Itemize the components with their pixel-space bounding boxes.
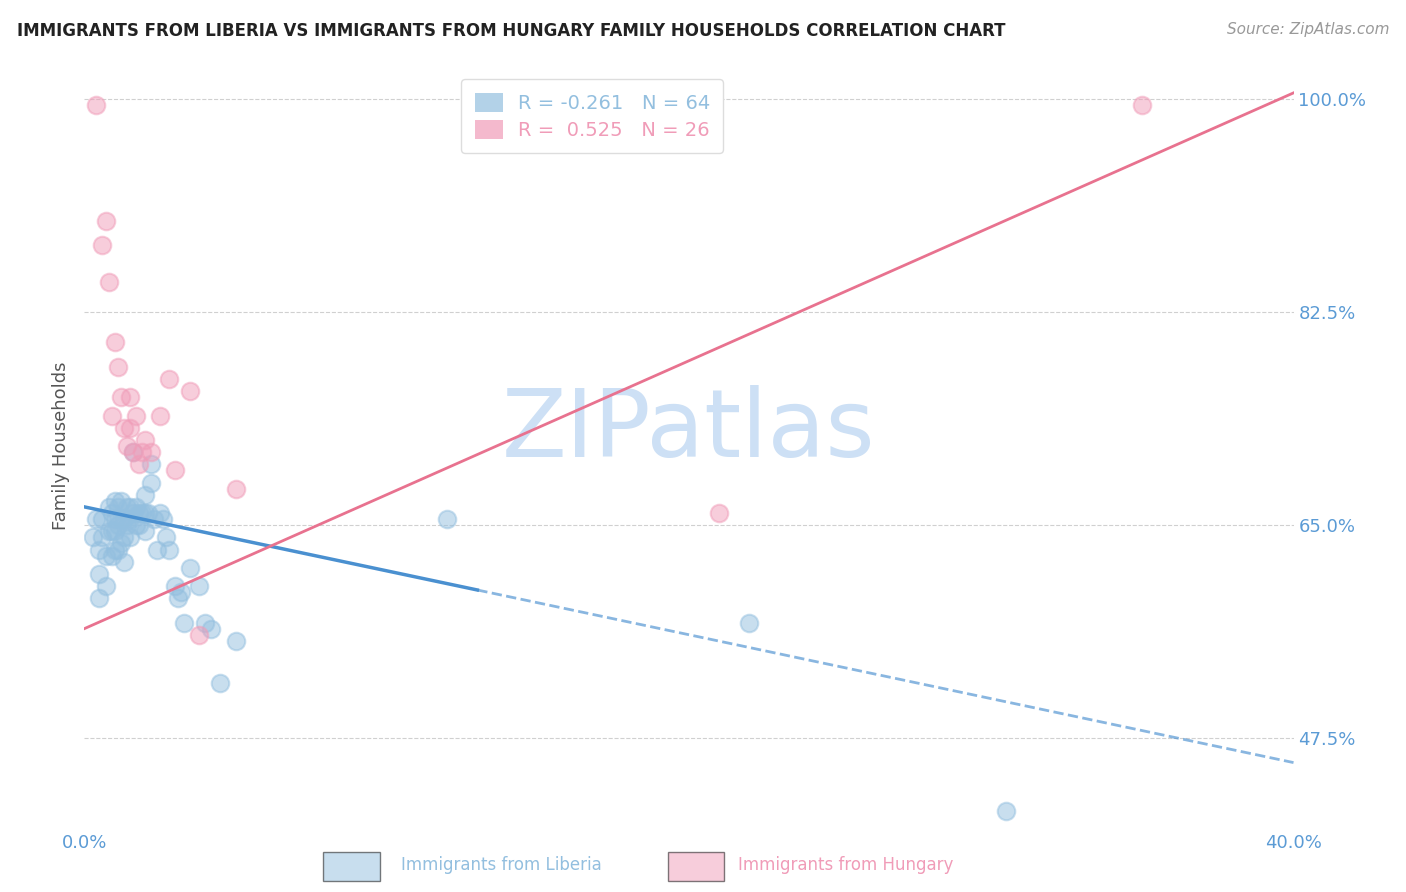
Point — [91, 530, 114, 544]
Point — [100, 506, 122, 520]
Point — [134, 488, 156, 502]
Point — [112, 421, 135, 435]
Point — [131, 445, 153, 459]
Point — [738, 615, 761, 630]
Point — [91, 238, 114, 252]
Point — [155, 530, 177, 544]
Point — [709, 506, 731, 520]
Point — [104, 542, 127, 557]
Point — [115, 500, 138, 514]
Point — [97, 524, 120, 539]
Point — [112, 512, 135, 526]
Text: ZIPatlas: ZIPatlas — [502, 384, 876, 476]
Text: Source: ZipAtlas.com: Source: ZipAtlas.com — [1226, 22, 1389, 37]
Point — [179, 384, 201, 399]
Point — [136, 506, 159, 520]
Point — [110, 390, 132, 404]
Point — [146, 542, 169, 557]
Point — [91, 512, 114, 526]
Point — [104, 493, 127, 508]
Point — [97, 275, 120, 289]
Point — [188, 628, 211, 642]
Text: Immigrants from Liberia: Immigrants from Liberia — [401, 856, 602, 874]
Point — [89, 566, 111, 581]
Point — [118, 512, 141, 526]
Point — [128, 506, 150, 520]
Point — [100, 409, 122, 423]
Point — [89, 591, 111, 606]
Point — [115, 518, 138, 533]
Point — [89, 542, 111, 557]
Point — [94, 579, 117, 593]
Point — [107, 518, 129, 533]
Point — [200, 622, 222, 636]
Point — [112, 555, 135, 569]
FancyBboxPatch shape — [668, 852, 724, 881]
Text: Immigrants from Hungary: Immigrants from Hungary — [738, 856, 953, 874]
Point — [995, 805, 1018, 819]
Point — [94, 549, 117, 563]
Point — [121, 445, 143, 459]
Point — [110, 536, 132, 550]
Point — [139, 457, 162, 471]
Point — [118, 390, 141, 404]
Point — [110, 493, 132, 508]
FancyBboxPatch shape — [323, 852, 380, 881]
Point — [100, 524, 122, 539]
Point — [209, 676, 232, 690]
Point — [100, 549, 122, 563]
Point — [107, 359, 129, 374]
Point — [139, 475, 162, 490]
Point — [188, 579, 211, 593]
Point — [118, 421, 141, 435]
Point — [128, 457, 150, 471]
Point — [194, 615, 217, 630]
Point — [134, 524, 156, 539]
Point — [86, 98, 108, 112]
Point — [125, 518, 148, 533]
Point — [104, 512, 127, 526]
Point — [112, 530, 135, 544]
Point — [167, 591, 190, 606]
Point — [149, 409, 172, 423]
Point — [131, 506, 153, 520]
Point — [82, 530, 104, 544]
Point — [165, 463, 187, 477]
Text: IMMIGRANTS FROM LIBERIA VS IMMIGRANTS FROM HUNGARY FAMILY HOUSEHOLDS CORRELATION: IMMIGRANTS FROM LIBERIA VS IMMIGRANTS FR… — [17, 22, 1005, 40]
Point — [157, 372, 180, 386]
Point — [94, 213, 117, 227]
Point — [118, 500, 141, 514]
Point — [149, 506, 172, 520]
Point — [165, 579, 187, 593]
Point — [110, 512, 132, 526]
Legend: R = -0.261   N = 64, R =  0.525   N = 26: R = -0.261 N = 64, R = 0.525 N = 26 — [461, 79, 723, 153]
Point — [225, 482, 247, 496]
Point — [436, 512, 458, 526]
Point — [157, 542, 180, 557]
Point — [134, 506, 156, 520]
Point — [107, 500, 129, 514]
Point — [1130, 98, 1153, 112]
Point — [86, 512, 108, 526]
Point — [125, 500, 148, 514]
Point — [121, 445, 143, 459]
Point — [179, 561, 201, 575]
Point — [104, 524, 127, 539]
Point — [97, 500, 120, 514]
Point — [118, 530, 141, 544]
Point — [225, 633, 247, 648]
Point — [115, 439, 138, 453]
Point — [173, 615, 195, 630]
Point — [170, 585, 193, 599]
Point — [128, 518, 150, 533]
Point — [139, 445, 162, 459]
Point — [152, 512, 174, 526]
Point — [104, 335, 127, 350]
Point — [121, 506, 143, 520]
Point — [125, 409, 148, 423]
Point — [142, 512, 165, 526]
Y-axis label: Family Households: Family Households — [52, 362, 70, 530]
Point — [134, 433, 156, 447]
Point — [107, 542, 129, 557]
